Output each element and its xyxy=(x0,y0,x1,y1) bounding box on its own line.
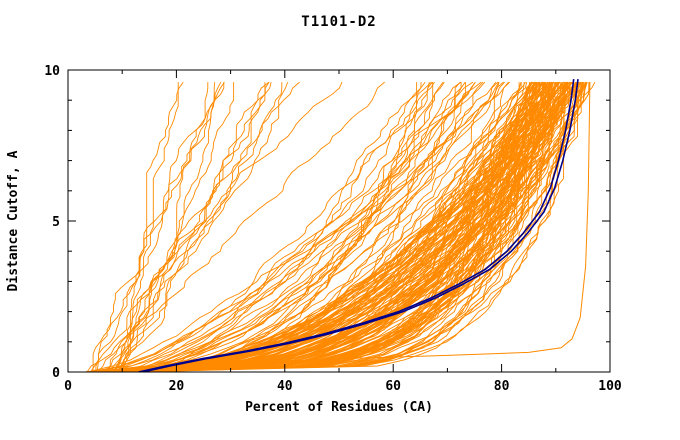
x-tick-label: 80 xyxy=(494,379,510,394)
x-tick-label: 40 xyxy=(277,379,293,394)
x-tick-label: 60 xyxy=(385,379,401,394)
x-tick-label: 100 xyxy=(598,379,622,394)
curves-group xyxy=(84,78,596,372)
chart-title: T1101-D2 xyxy=(301,14,377,30)
y-tick-label: 0 xyxy=(52,366,60,381)
x-axis-label: Percent of Residues (CA) xyxy=(245,400,433,415)
x-tick-label: 0 xyxy=(64,379,72,394)
y-tick-label: 10 xyxy=(44,64,60,79)
y-tick-label: 5 xyxy=(52,215,60,230)
x-tick-label: 20 xyxy=(169,379,185,394)
y-axis-label: Distance Cutoff, A xyxy=(6,150,21,292)
